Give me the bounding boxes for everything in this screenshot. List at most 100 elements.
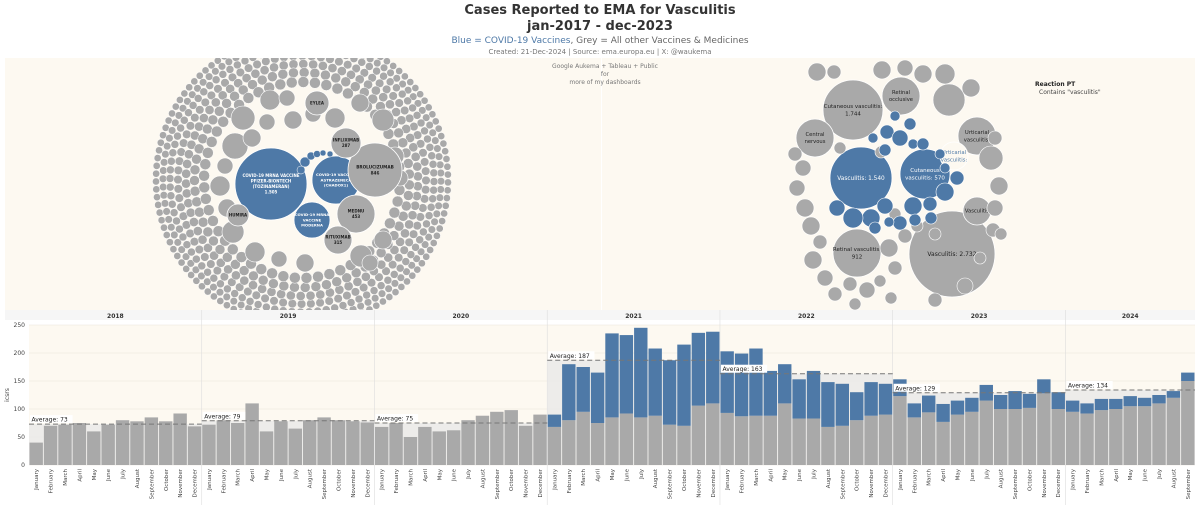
medicine-bubble-small[interactable] (216, 279, 225, 289)
medicine-bubble-small[interactable] (320, 69, 331, 81)
bar-other[interactable] (590, 423, 605, 465)
medicine-bubble-small[interactable] (277, 68, 289, 80)
medicine-bubble-small[interactable] (431, 117, 440, 126)
medicine-bubble-small[interactable] (223, 264, 233, 275)
medicine-bubble-small[interactable] (170, 230, 179, 239)
medicine-bubble-small[interactable] (356, 301, 365, 310)
medicine-bubble-small[interactable] (300, 272, 313, 284)
medicine-bubble-small[interactable] (416, 118, 426, 128)
medicine-bubble-small[interactable] (383, 252, 394, 263)
bar-other[interactable] (619, 413, 634, 465)
medicine-bubble-small[interactable] (227, 72, 238, 82)
medicine-bubble-small[interactable] (422, 219, 431, 229)
medicine-bubble-small[interactable] (227, 277, 237, 287)
medicine-bubble-small[interactable] (173, 252, 182, 260)
medicine-bubble-small[interactable] (171, 118, 180, 127)
covid-reaction-bubble-small[interactable] (876, 197, 894, 215)
medicine-bubble-small[interactable] (361, 271, 371, 282)
bar-covid[interactable] (936, 403, 950, 422)
medicine-bubble-small[interactable] (420, 96, 429, 105)
medicine-bubble-small[interactable] (305, 290, 316, 301)
medicine-bubble-small[interactable] (412, 221, 422, 231)
medicine-bubble-small[interactable] (422, 113, 431, 122)
bar-other[interactable] (187, 426, 202, 465)
medicine-bubble-small[interactable] (369, 286, 379, 295)
reaction-bubble[interactable] (795, 118, 835, 158)
bar-covid[interactable] (562, 364, 576, 421)
medicine-bubble-small[interactable] (346, 69, 356, 80)
medicine-bubble-small[interactable] (213, 58, 222, 65)
bar-covid[interactable] (864, 382, 878, 416)
medicine-bubble-small[interactable] (181, 168, 192, 179)
medicine-bubble-small[interactable] (278, 60, 289, 71)
medicine-bubble-small[interactable] (396, 273, 405, 282)
medicine-bubble-small[interactable] (242, 92, 255, 104)
covid-reaction-bubble-small[interactable] (949, 170, 965, 186)
covid-bubble-small[interactable] (319, 149, 327, 157)
medicine-bubble-small[interactable] (394, 98, 404, 108)
bar-covid[interactable] (734, 353, 749, 417)
bar-covid[interactable] (1166, 391, 1181, 398)
bar-covid[interactable] (979, 384, 993, 401)
medicine-bubble-small[interactable] (192, 254, 201, 264)
covid-reaction-bubble-small[interactable] (903, 117, 917, 131)
bar-other[interactable] (303, 420, 317, 465)
medicine-bubble-small[interactable] (337, 66, 347, 76)
medicine-bubble-small[interactable] (203, 277, 212, 286)
medicine-bubble-small[interactable] (230, 289, 239, 298)
medicine-bubble-small[interactable] (366, 58, 375, 63)
medicine-bubble-small[interactable] (434, 152, 444, 161)
medicine-bubble-small[interactable] (168, 109, 176, 118)
medicine-bubble-small[interactable] (207, 114, 219, 126)
dashboard-credit[interactable]: Google Aukema + Tableau + Public for mor… (550, 63, 660, 87)
medicine-bubble-small[interactable] (257, 58, 265, 59)
bar-other[interactable] (173, 413, 187, 465)
medicine-bubble-small[interactable] (298, 59, 309, 69)
medicine-bubble-small[interactable] (433, 231, 441, 240)
medicine-bubble-small[interactable] (182, 265, 191, 273)
medicine-bubble-small[interactable] (166, 165, 175, 175)
medicine-bubble[interactable] (323, 225, 353, 255)
medicine-bubble-small[interactable] (172, 216, 181, 226)
medicine-bubble-small[interactable] (430, 217, 439, 226)
medicine-bubble-small[interactable] (351, 63, 361, 74)
bar-other[interactable] (533, 414, 547, 465)
medicine-bubble-small[interactable] (324, 296, 334, 306)
medicine-bubble-small[interactable] (230, 259, 241, 270)
medicine-bubble-small[interactable] (375, 247, 387, 258)
reaction-bubble-small[interactable] (961, 78, 981, 98)
medicine-bubble-small[interactable] (440, 209, 448, 218)
medicine-bubble-small[interactable] (202, 123, 213, 135)
medicine-bubble-small[interactable] (197, 261, 207, 271)
medicine-bubble-small[interactable] (411, 84, 420, 92)
medicine-bubble-small[interactable] (177, 258, 186, 267)
bar-other[interactable] (792, 418, 806, 465)
medicine-bubble-small[interactable] (235, 67, 245, 77)
bar-other[interactable] (202, 424, 216, 465)
medicine-bubble-small[interactable] (197, 271, 206, 280)
bar-other[interactable] (648, 415, 662, 465)
medicine-bubble-small[interactable] (363, 298, 373, 307)
medicine-bubble-small[interactable] (223, 301, 231, 310)
medicine-bubble-small[interactable] (374, 272, 384, 282)
medicine-bubble-small[interactable] (198, 170, 210, 182)
medicine-bubble-small[interactable] (318, 61, 328, 71)
covid-reaction-bubble-small[interactable] (907, 138, 919, 150)
medicine-bubble-small[interactable] (425, 121, 434, 130)
medicine-bubble-small[interactable] (202, 226, 214, 238)
medicine-bubble-small[interactable] (306, 299, 316, 309)
medicine-bubble-small[interactable] (372, 66, 381, 76)
medicine-bubble-small[interactable] (270, 250, 288, 268)
medicine-bubble-small[interactable] (204, 105, 215, 115)
medicine-bubble-small[interactable] (331, 82, 344, 95)
reaction-bubble-small[interactable] (978, 145, 1004, 171)
medicine-bubble-small[interactable] (443, 194, 451, 202)
bar-covid[interactable] (965, 397, 979, 412)
medicine-bubble-small[interactable] (322, 305, 331, 310)
medicine-bubble-small[interactable] (269, 296, 279, 306)
medicine-bubble-small[interactable] (159, 166, 168, 175)
medicine-bubble-small[interactable] (295, 253, 315, 273)
covid-reaction-bubble-small[interactable] (867, 132, 879, 144)
medicine-bubble-small[interactable] (199, 113, 209, 123)
bar-other[interactable] (634, 417, 648, 465)
